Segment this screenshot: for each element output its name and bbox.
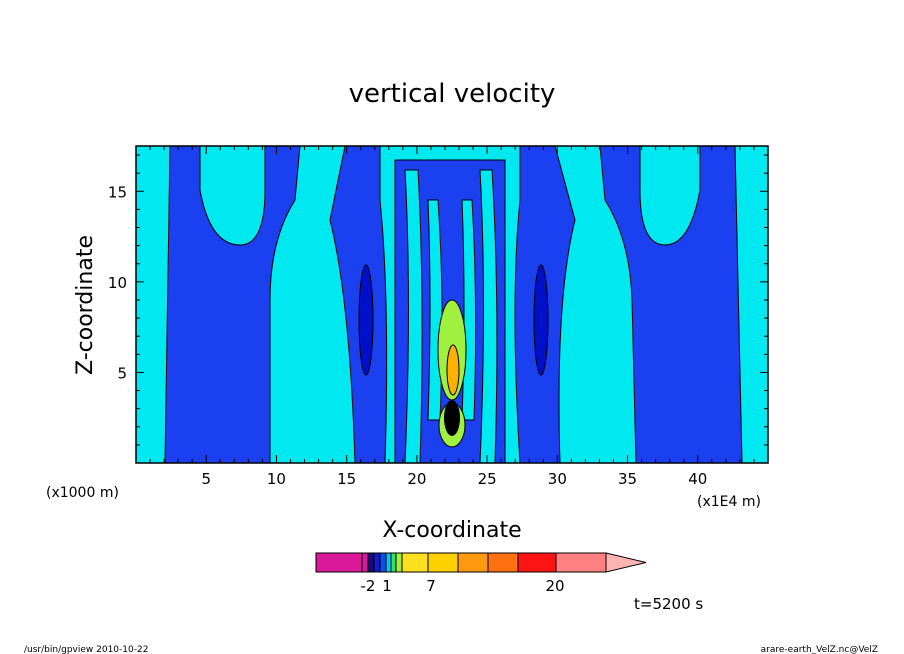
colorbar-label: 20 <box>545 577 564 595</box>
colorbar-swatch <box>367 552 375 573</box>
colorbar-extend-arrow <box>605 552 647 573</box>
y-tick-label: 10 <box>108 274 127 292</box>
field-blue-right <box>599 146 743 463</box>
colorbar-swatch <box>517 552 557 573</box>
colorbar-swatch <box>315 552 363 573</box>
field-cyan-stripe <box>479 169 498 463</box>
colorbar-swatch <box>385 552 392 573</box>
plot-area <box>135 145 769 464</box>
footer-left: /usr/bin/gpview 2010-10-22 <box>24 645 148 654</box>
colorbar-label: 1 <box>382 577 392 595</box>
field-cyan-stripe <box>461 199 477 421</box>
x-axis-label: X-coordinate <box>382 518 521 543</box>
x-tick-label: 5 <box>201 470 211 488</box>
x-tick-label: 35 <box>618 470 637 488</box>
y-tick-label: 15 <box>108 183 127 201</box>
colorbar-label: 7 <box>426 577 436 595</box>
field-dark-ellipse <box>358 264 374 376</box>
x-tick-label: 20 <box>407 470 426 488</box>
colorbar-swatch <box>361 552 369 573</box>
footer-right: arare-earth_VelZ.nc@VelZ <box>761 645 878 654</box>
colorbar-label: -2 <box>361 577 376 595</box>
x-tick-label: 25 <box>478 470 497 488</box>
y-tick-labels: 5 10 15 <box>108 183 127 382</box>
x-tick-label: 30 <box>548 470 567 488</box>
colorbar-swatch <box>457 552 489 573</box>
y-tick-label: 5 <box>117 364 127 382</box>
colorbar-swatch <box>401 552 429 573</box>
colorbar-swatch <box>373 552 381 573</box>
x-tick-label: 10 <box>267 470 286 488</box>
colorbar-swatch <box>555 552 607 573</box>
field-orange-core <box>446 344 460 396</box>
colorbar-swatch <box>390 552 397 573</box>
colorbar-labels: -2 1 7 20 <box>361 577 565 595</box>
y-unit-note: (x1E4 m) <box>697 494 761 510</box>
y-tick-marks <box>136 154 768 446</box>
colorbar <box>315 552 647 573</box>
chart-title: vertical velocity <box>349 79 556 109</box>
x-unit-note: (x1000 m) <box>46 485 119 501</box>
colorbar-swatch <box>487 552 519 573</box>
field-peak <box>444 400 460 436</box>
colorbar-swatch <box>427 552 459 573</box>
x-tick-label: 15 <box>337 470 356 488</box>
time-label: t=5200 s <box>634 595 703 613</box>
plot-frame <box>135 145 769 464</box>
x-tick-label: 40 <box>688 470 707 488</box>
y-axis-label: Z-coordinate <box>73 235 98 375</box>
field-blue-left <box>164 146 301 463</box>
x-tick-labels: 5 10 15 20 25 30 35 40 <box>201 470 707 488</box>
colorbar-swatch <box>395 552 403 573</box>
field-cyan-stripe <box>404 169 423 463</box>
field-cyan-stripe <box>427 199 443 421</box>
colorbar-swatch <box>379 552 387 573</box>
field-dark-ellipse <box>533 264 549 376</box>
x-tick-marks <box>135 146 769 463</box>
